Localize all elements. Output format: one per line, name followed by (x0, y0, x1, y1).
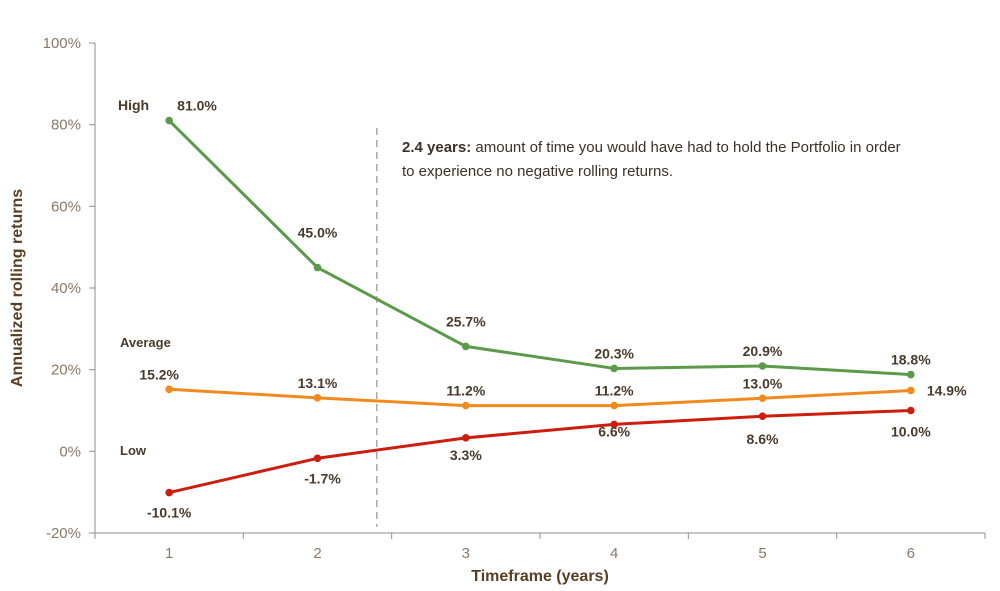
data-label-low: 10.0% (891, 424, 931, 440)
data-point-high (907, 370, 915, 379)
data-label-high: 45.0% (298, 225, 338, 241)
data-point-low (313, 454, 322, 463)
data-point-high (758, 362, 767, 370)
x-tick-label: 1 (165, 545, 173, 562)
series-line-high (168, 119, 911, 377)
data-point-average (907, 386, 915, 395)
annotation-line-1: 2.4 years: amount of time you would have… (402, 139, 901, 156)
data-label-average: 14.9% (927, 382, 967, 398)
series-name-high: High (118, 97, 149, 113)
x-tick-label: 5 (758, 545, 766, 562)
data-point-high (165, 116, 173, 125)
data-label-high: 18.8% (891, 352, 931, 368)
annotation-text-1: amount of time you would have had to hol… (471, 139, 900, 156)
series-name-average: Average (120, 335, 171, 350)
data-label-low: 6.6% (598, 423, 630, 439)
y-tick-label: 0% (59, 443, 81, 460)
data-point-low (165, 488, 173, 497)
data-label-low: 8.6% (747, 431, 779, 447)
y-tick-label: 40% (51, 280, 81, 297)
y-axis-title: Annualized rolling returns (9, 189, 26, 387)
data-label-low: -1.7% (304, 470, 341, 486)
x-axis-title: Timeframe (years) (471, 568, 609, 585)
data-labels-group: 81.0% 45.0% 25.7% 20.3% 20.9% 18.8% 15.2% 13.1%… (118, 97, 967, 521)
data-label-average: 13.1% (298, 375, 338, 391)
data-point-low (758, 412, 767, 421)
annotation-line-2: to experience no negative rolling return… (402, 163, 673, 180)
x-tick-label: 2 (313, 545, 321, 562)
x-tick-label: 6 (907, 545, 915, 562)
data-label-high: 20.9% (743, 343, 783, 359)
axes: -20% 0% 20% 40% 60% 80% 100% 1 2 3 4 5 6 (43, 35, 986, 562)
data-point-low (462, 434, 470, 442)
y-tick-label: 80% (51, 117, 81, 134)
series-line-low (168, 409, 911, 495)
series-line-average (169, 387, 911, 408)
data-label-low: -10.1% (147, 505, 192, 521)
y-tick-label: 60% (51, 198, 81, 215)
y-tick-label: -20% (46, 525, 81, 542)
data-point-average (313, 394, 322, 402)
data-point-average (758, 394, 767, 403)
data-label-high: 81.0% (177, 98, 217, 114)
data-label-high: 25.7% (446, 313, 486, 329)
data-point-average (462, 401, 470, 410)
series-group (165, 116, 915, 497)
data-point-average (610, 401, 618, 410)
data-label-high: 20.3% (594, 345, 634, 361)
y-tick-label: 20% (51, 362, 81, 379)
data-label-average: 15.2% (139, 366, 179, 382)
data-point-low (907, 406, 915, 415)
x-tick-label: 4 (610, 545, 618, 562)
data-point-low (610, 420, 618, 429)
y-tick-label: 100% (43, 35, 81, 52)
data-point-high (462, 342, 470, 351)
data-label-average: 11.2% (446, 383, 485, 399)
data-label-average: 11.2% (595, 383, 634, 399)
data-label-low: 3.3% (450, 447, 482, 463)
data-point-average (165, 385, 173, 394)
annotation-bold: 2.4 years: (402, 139, 471, 156)
series-name-low: Low (120, 443, 147, 458)
x-tick-label: 3 (462, 545, 470, 562)
data-point-high (610, 364, 618, 373)
data-label-average: 13.0% (743, 375, 783, 391)
data-point-high (313, 263, 322, 272)
